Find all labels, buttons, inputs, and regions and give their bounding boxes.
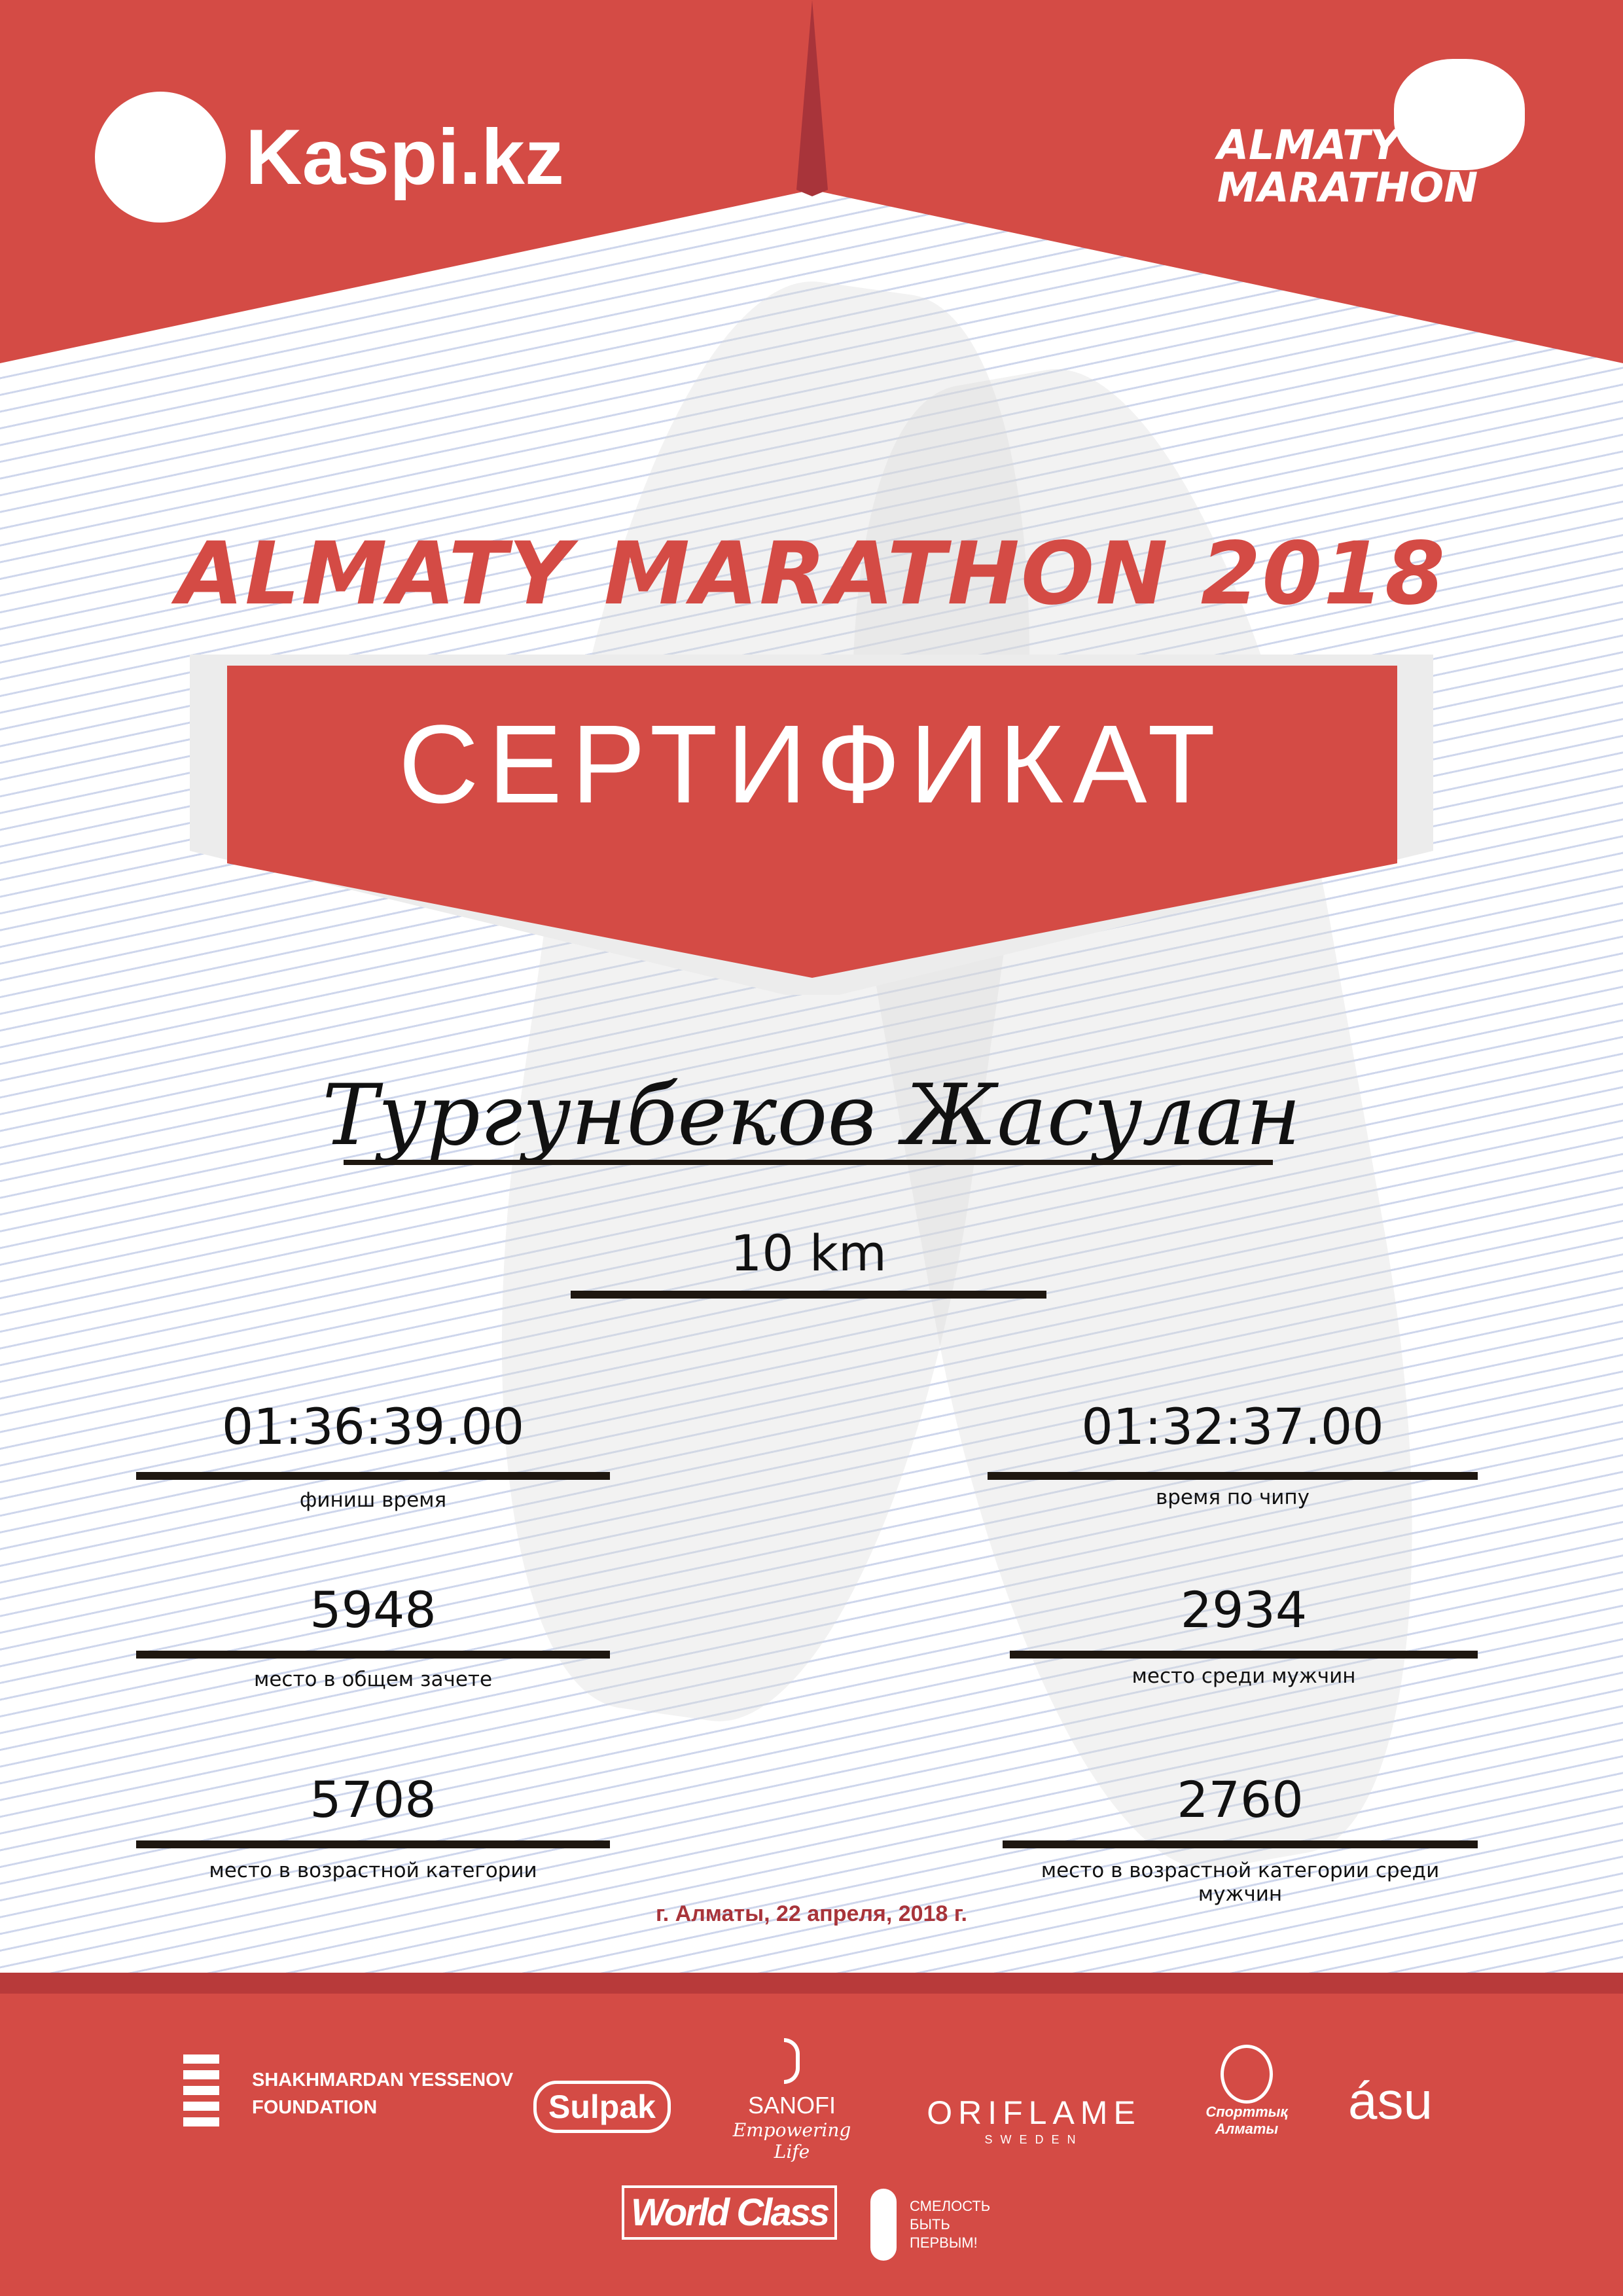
chip-time-value: 01:32:37.00 xyxy=(1081,1397,1384,1456)
men-place-label: место среди мужчин xyxy=(1132,1664,1356,1688)
overall-place-value: 5948 xyxy=(310,1581,437,1639)
finish-time-line xyxy=(136,1472,610,1480)
chip-time-line xyxy=(988,1472,1478,1480)
men-place-value: 2934 xyxy=(1180,1581,1308,1639)
men-place-line xyxy=(1010,1651,1478,1659)
kaspi-logo: Kaspi.kz xyxy=(95,92,564,223)
age-place-label: место в возрастной категории xyxy=(209,1859,537,1882)
yessenov-icon xyxy=(183,2054,219,2133)
certificate-title: СЕРТИФИКАТ xyxy=(398,702,1225,827)
finish-time-label: финиш время xyxy=(299,1488,447,1512)
age-men-place-line xyxy=(1003,1840,1478,1848)
distance-value: 10 km xyxy=(730,1224,887,1282)
runner-icon xyxy=(1394,59,1525,170)
age-men-place-label: место в возрастной категории среди мужчи… xyxy=(1041,1859,1440,1906)
age-men-place-value: 2760 xyxy=(1177,1770,1304,1829)
almaty-marathon-logo: ALMATY MARATHON xyxy=(1217,59,1525,216)
yessenov-logo: SHAKHMARDAN YESSENOV FOUNDATION xyxy=(183,2054,513,2133)
distance-line xyxy=(571,1291,1046,1299)
fund-runner-icon xyxy=(870,2189,897,2261)
age-place-value: 5708 xyxy=(310,1770,437,1829)
sanofi-logo: SANOFI Empowering Life xyxy=(720,2038,864,2162)
age-place-line xyxy=(136,1840,610,1848)
sport-almaty-emblem xyxy=(1221,2045,1273,2104)
worldclass-logo: World Class xyxy=(622,2185,838,2240)
sponsor-footer: SHAKHMARDAN YESSENOV FOUNDATION Sulpak S… xyxy=(0,1973,1623,2296)
sulpak-logo: Sulpak xyxy=(533,2081,671,2133)
fund-logo: СМЕЛОСТЬ БЫТЬ ПЕРВЫМ! xyxy=(870,2189,990,2261)
event-title: ALMATY MARATHON 2018 xyxy=(177,524,1446,624)
sanofi-icon xyxy=(784,2038,800,2084)
finish-time-value: 01:36:39.00 xyxy=(221,1397,525,1456)
overall-place-label: место в общем зачете xyxy=(253,1668,493,1691)
participant-name: Тургунбеков Жасулан xyxy=(322,1067,1301,1164)
kaspi-icon xyxy=(95,92,226,223)
header-banner xyxy=(0,0,1623,995)
chip-time-label: время по чипу xyxy=(1155,1486,1310,1509)
sport-almaty-logo: Спорттық Алматы xyxy=(1198,2045,1296,2138)
asu-logo: ásu xyxy=(1348,2072,1433,2130)
overall-place-line xyxy=(136,1651,610,1659)
name-underline xyxy=(344,1160,1273,1165)
date-location: г. Алматы, 22 апреля, 2018 г. xyxy=(656,1901,967,1926)
oriflame-logo: ORIFLAME SWEDEN xyxy=(927,2094,1141,2146)
footer-strip xyxy=(0,1973,1623,1994)
